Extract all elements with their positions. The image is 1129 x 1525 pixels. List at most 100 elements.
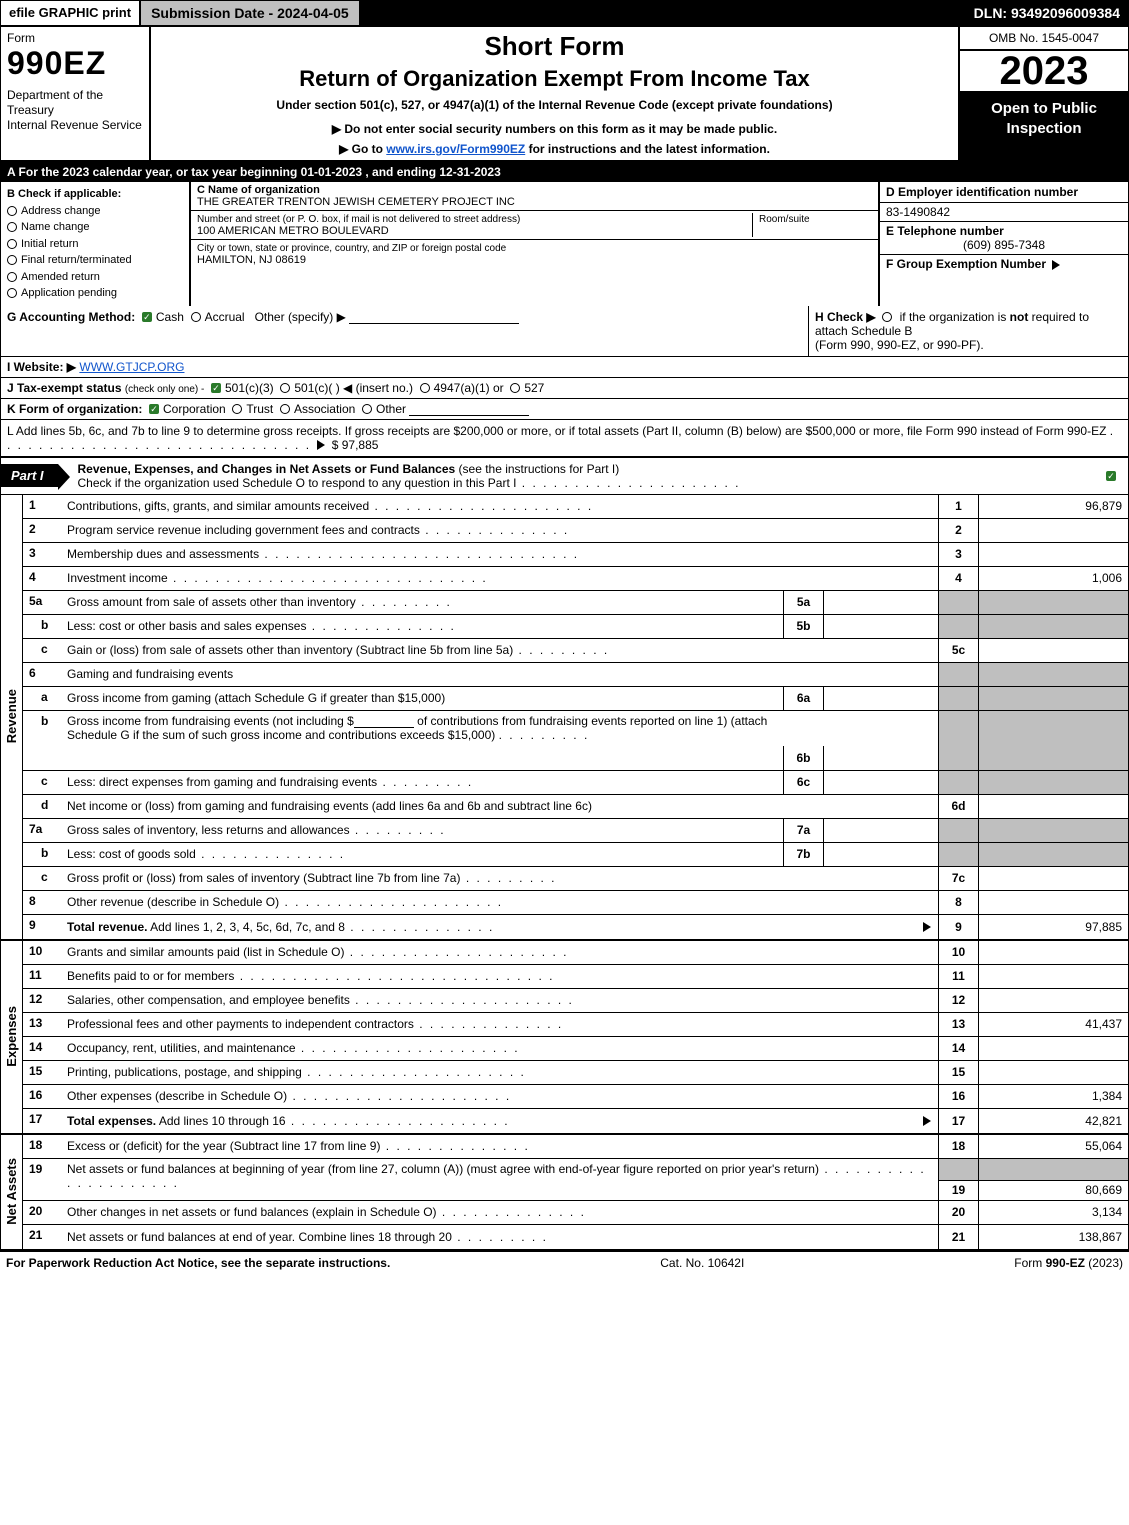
line-5b: b Less: cost or other basis and sales ex… <box>23 615 1128 639</box>
short-form-title: Short Form <box>157 31 952 62</box>
k-trust: Trust <box>246 402 273 416</box>
b-item-1: Name change <box>21 221 90 233</box>
row-a-period: A For the 2023 calendar year, or tax yea… <box>1 162 1128 182</box>
gh-row: G Accounting Method: Cash Accrual Other … <box>1 306 1128 357</box>
chk-h[interactable] <box>882 312 892 322</box>
row-i: I Website: ▶ WWW.GTJCP.ORG <box>1 357 1128 378</box>
b-item-0: Address change <box>21 205 101 217</box>
page-footer: For Paperwork Reduction Act Notice, see … <box>0 1252 1129 1274</box>
chk-part1-scho[interactable] <box>1106 471 1116 481</box>
goto-note: ▶ Go to www.irs.gov/Form990EZ for instru… <box>157 142 952 156</box>
chk-assoc[interactable] <box>280 404 290 414</box>
line-6d: d Net income or (loss) from gaming and f… <box>23 795 1128 819</box>
k-other: Other <box>376 402 406 416</box>
f-label: F Group Exemption Number <box>886 257 1046 271</box>
revenue-section: Revenue 1 Contributions, gifts, grants, … <box>1 495 1128 939</box>
footer-mid: Cat. No. 10642I <box>660 1256 744 1270</box>
line-2: 2 Program service revenue including gove… <box>23 519 1128 543</box>
g-other-blank <box>349 310 519 324</box>
line-6b: b Gross income from fundraising events (… <box>23 711 1128 771</box>
d-label: D Employer identification number <box>880 182 1128 203</box>
submission-date: Submission Date - 2024-04-05 <box>141 1 361 25</box>
line-17: 17 Total expenses. Add lines 10 through … <box>23 1109 1128 1133</box>
chk-501c[interactable] <box>280 383 290 393</box>
b-item-3: Final return/terminated <box>21 254 132 266</box>
form-header: Form 990EZ Department of the Treasury In… <box>1 27 1128 162</box>
line-14: 14 Occupancy, rent, utilities, and maint… <box>23 1037 1128 1061</box>
irs-link[interactable]: www.irs.gov/Form990EZ <box>386 142 525 156</box>
dept-label: Department of the Treasury Internal Reve… <box>7 88 143 133</box>
chk-accrual[interactable] <box>191 312 201 322</box>
dln-label: DLN: 93492096009384 <box>966 1 1128 25</box>
b-label: B Check if applicable: <box>7 188 121 200</box>
chk-application-pending[interactable] <box>7 288 17 298</box>
chk-name-change[interactable] <box>7 222 17 232</box>
netassets-section: Net Assets 18 Excess or (deficit) for th… <box>1 1133 1128 1251</box>
netassets-strip: Net Assets <box>1 1135 23 1249</box>
e-label: E Telephone number <box>886 224 1004 238</box>
chk-527[interactable] <box>510 383 520 393</box>
row-j: J Tax-exempt status (check only one) - 5… <box>1 378 1128 399</box>
k-assoc: Association <box>294 402 355 416</box>
chk-4947[interactable] <box>420 383 430 393</box>
j-sub: (check only one) - <box>125 384 204 395</box>
bcd-block: B Check if applicable: Address change Na… <box>1 182 1128 306</box>
part1-tab: Part I <box>1 464 58 487</box>
i-label: I Website: ▶ <box>7 360 76 374</box>
c-city-label: City or town, state or province, country… <box>197 243 506 254</box>
chk-korg-other[interactable] <box>362 404 372 414</box>
line-9: 9 Total revenue. Add lines 1, 2, 3, 4, 5… <box>23 915 1128 939</box>
chk-address-change[interactable] <box>7 206 17 216</box>
line-15: 15 Printing, publications, postage, and … <box>23 1061 1128 1085</box>
h-not: not <box>1010 310 1029 324</box>
ein-value: 83-1490842 <box>880 203 1128 222</box>
part1-check-text: Check if the organization used Schedule … <box>78 476 517 490</box>
line-5c: c Gain or (loss) from sale of assets oth… <box>23 639 1128 663</box>
org-name: THE GREATER TRENTON JEWISH CEMETERY PROJ… <box>197 196 515 208</box>
l-amount: $ 97,885 <box>332 438 379 452</box>
phone-value: (609) 895-7348 <box>886 238 1122 252</box>
b-item-4: Amended return <box>21 271 100 283</box>
line-20: 20 Other changes in net assets or fund b… <box>23 1201 1128 1225</box>
footer-left: For Paperwork Reduction Act Notice, see … <box>6 1256 390 1270</box>
header-center: Short Form Return of Organization Exempt… <box>151 27 958 160</box>
chk-final-return[interactable] <box>7 255 17 265</box>
efile-label: efile GRAPHIC print <box>1 1 141 25</box>
j-label: J Tax-exempt status <box>7 381 122 395</box>
triangle-icon <box>317 440 325 450</box>
header-left: Form 990EZ Department of the Treasury In… <box>1 27 151 160</box>
chk-corp[interactable] <box>149 404 159 414</box>
line-13: 13 Professional fees and other payments … <box>23 1013 1128 1037</box>
j-opt2: 501(c)( ) ◀ (insert no.) <box>294 381 413 395</box>
g-label: G Accounting Method: <box>7 310 135 324</box>
row-l: L Add lines 5b, 6c, and 7b to line 9 to … <box>1 420 1128 458</box>
c-street-label: Number and street (or P. O. box, if mail… <box>197 214 520 225</box>
line-7a: 7a Gross sales of inventory, less return… <box>23 819 1128 843</box>
chk-trust[interactable] <box>232 404 242 414</box>
chk-501c3[interactable] <box>211 383 221 393</box>
form-container: efile GRAPHIC print Submission Date - 20… <box>0 0 1129 1252</box>
b-item-5: Application pending <box>21 287 117 299</box>
chk-amended-return[interactable] <box>7 272 17 282</box>
header-right: OMB No. 1545-0047 2023 Open to Public In… <box>958 27 1128 160</box>
line-3: 3 Membership dues and assessments 3 <box>23 543 1128 567</box>
website-link[interactable]: WWW.GTJCP.ORG <box>79 360 184 374</box>
box-g: G Accounting Method: Cash Accrual Other … <box>1 306 808 356</box>
line-10: 10 Grants and similar amounts paid (list… <box>23 941 1128 965</box>
form-title: Return of Organization Exempt From Incom… <box>157 66 952 92</box>
part1-title-rest: (see the instructions for Part I) <box>455 462 619 476</box>
box-c: C Name of organization THE GREATER TRENT… <box>191 182 878 306</box>
open-public-badge: Open to Public Inspection <box>958 93 1128 160</box>
omb-number: OMB No. 1545-0047 <box>958 27 1128 51</box>
top-bar: efile GRAPHIC print Submission Date - 20… <box>1 1 1128 27</box>
l-text: L Add lines 5b, 6c, and 7b to line 9 to … <box>7 424 1106 438</box>
k-label: K Form of organization: <box>7 402 142 416</box>
chk-initial-return[interactable] <box>7 239 17 249</box>
goto-post: for instructions and the latest informat… <box>525 142 770 156</box>
ssn-note: ▶ Do not enter social security numbers o… <box>157 122 952 136</box>
chk-cash[interactable] <box>142 312 152 322</box>
c-room-label: Room/suite <box>759 214 810 225</box>
triangle-icon <box>923 922 931 932</box>
part1-header: Part I Revenue, Expenses, and Changes in… <box>1 458 1128 495</box>
g-cash: Cash <box>156 310 184 324</box>
